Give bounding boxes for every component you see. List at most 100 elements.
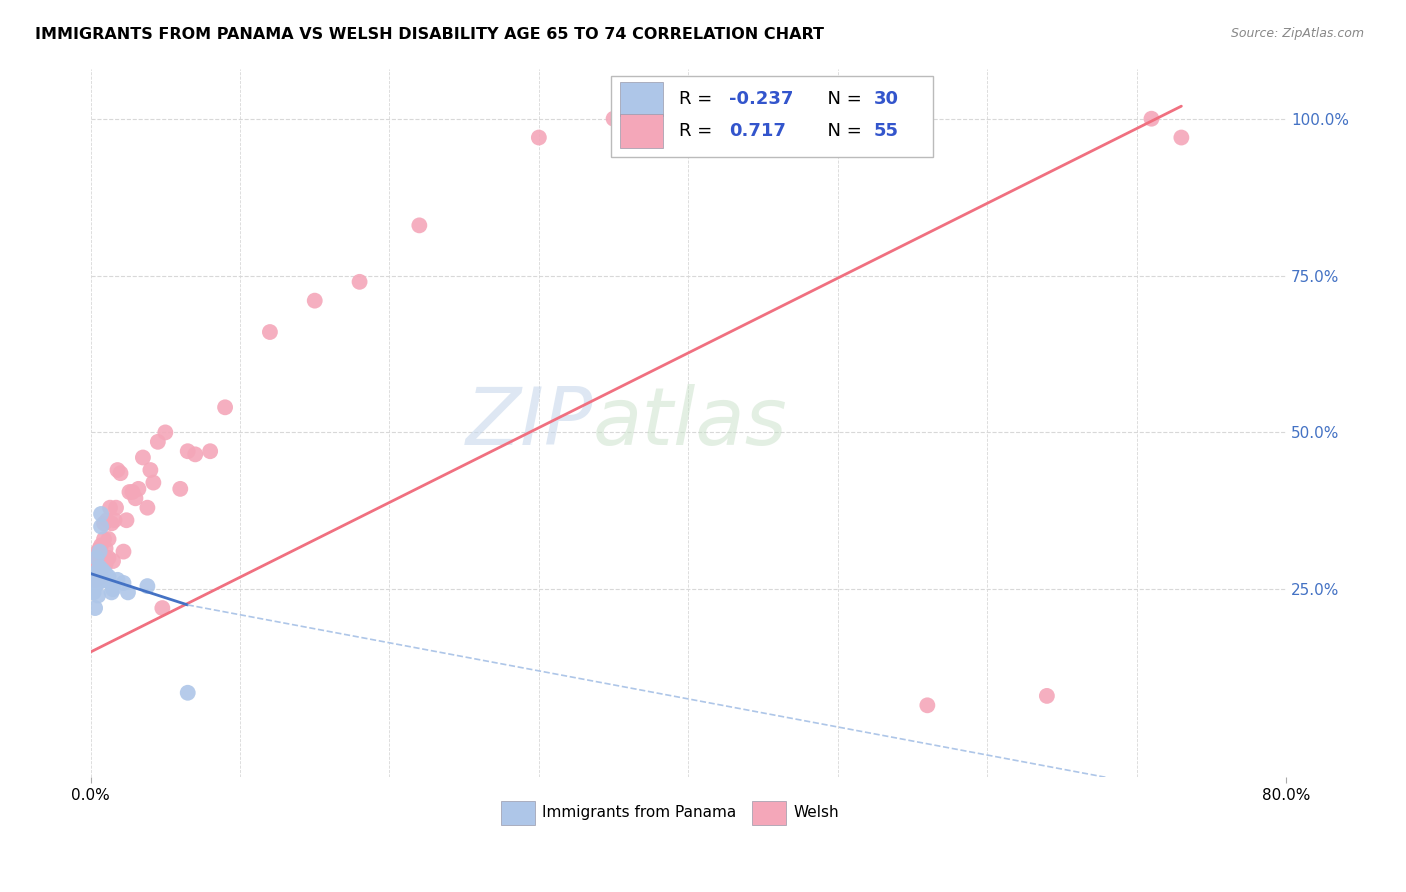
Point	[97, 532, 120, 546]
Text: ZIP: ZIP	[465, 384, 593, 462]
Text: 30: 30	[873, 90, 898, 108]
Point	[527, 130, 550, 145]
Point	[87, 576, 110, 591]
Point	[349, 275, 371, 289]
Point	[124, 491, 146, 506]
Point	[86, 573, 108, 587]
Point	[89, 560, 111, 574]
Point	[87, 589, 110, 603]
Point	[94, 573, 117, 587]
Point	[117, 585, 139, 599]
Point	[87, 544, 110, 558]
Point	[198, 444, 221, 458]
Point	[1140, 112, 1163, 126]
Point	[93, 570, 115, 584]
Point	[91, 573, 114, 587]
Point	[86, 566, 108, 581]
Point	[103, 513, 125, 527]
Text: IMMIGRANTS FROM PANAMA VS WELSH DISABILITY AGE 65 TO 74 CORRELATION CHART: IMMIGRANTS FROM PANAMA VS WELSH DISABILI…	[35, 27, 824, 42]
Point	[84, 570, 107, 584]
Point	[127, 482, 149, 496]
Text: 55: 55	[873, 122, 898, 140]
Point	[602, 112, 624, 126]
Point	[86, 554, 108, 568]
Point	[83, 573, 105, 587]
Text: R =: R =	[679, 122, 717, 140]
Point	[100, 516, 122, 531]
Point	[107, 573, 129, 587]
Point	[132, 450, 155, 465]
Point	[83, 573, 105, 587]
Point	[100, 585, 122, 599]
Text: -0.237: -0.237	[728, 90, 793, 108]
Point	[408, 219, 430, 233]
Point	[89, 550, 111, 565]
Point	[177, 444, 200, 458]
Point	[93, 516, 115, 531]
Text: Source: ZipAtlas.com: Source: ZipAtlas.com	[1230, 27, 1364, 40]
Point	[136, 579, 159, 593]
Point	[110, 466, 132, 480]
FancyBboxPatch shape	[620, 114, 664, 148]
Point	[118, 485, 141, 500]
Point	[917, 698, 939, 713]
Point	[91, 550, 114, 565]
Point	[214, 401, 236, 415]
Point	[89, 544, 111, 558]
Point	[136, 500, 159, 515]
Point	[97, 550, 120, 565]
Point	[101, 554, 124, 568]
Point	[89, 573, 111, 587]
Point	[94, 557, 117, 571]
Point	[84, 570, 107, 584]
Point	[87, 563, 110, 577]
Point	[90, 538, 112, 552]
Point	[107, 463, 129, 477]
Point	[84, 563, 107, 577]
Point	[112, 576, 135, 591]
FancyBboxPatch shape	[610, 76, 934, 157]
Point	[304, 293, 326, 308]
Point	[90, 507, 112, 521]
Point	[177, 686, 200, 700]
Point	[146, 434, 169, 449]
Point	[89, 541, 111, 556]
Point	[91, 560, 114, 574]
Point	[91, 563, 114, 577]
Point	[121, 485, 143, 500]
Point	[112, 544, 135, 558]
Point	[169, 482, 191, 496]
Text: Welsh: Welsh	[793, 805, 839, 821]
FancyBboxPatch shape	[752, 801, 786, 825]
Point	[93, 532, 115, 546]
Point	[94, 566, 117, 581]
Point	[155, 425, 177, 440]
Point	[87, 563, 110, 577]
Point	[90, 570, 112, 584]
Point	[1170, 130, 1192, 145]
Text: atlas: atlas	[593, 384, 787, 462]
Point	[259, 325, 281, 339]
Point	[96, 513, 118, 527]
Point	[84, 579, 107, 593]
Point	[184, 447, 207, 461]
Text: 0.717: 0.717	[728, 122, 786, 140]
Text: N =: N =	[817, 90, 868, 108]
Text: Immigrants from Panama: Immigrants from Panama	[543, 805, 737, 821]
Point	[97, 570, 120, 584]
Point	[94, 541, 117, 556]
Point	[139, 463, 162, 477]
Point	[101, 582, 124, 597]
Point	[84, 601, 107, 615]
Point	[105, 500, 128, 515]
Point	[93, 573, 115, 587]
Text: R =: R =	[679, 90, 717, 108]
FancyBboxPatch shape	[501, 801, 536, 825]
Point	[90, 570, 112, 584]
Point	[142, 475, 165, 490]
Point	[86, 550, 108, 565]
Point	[90, 519, 112, 533]
Point	[1036, 689, 1059, 703]
Point	[98, 500, 121, 515]
Point	[83, 585, 105, 599]
